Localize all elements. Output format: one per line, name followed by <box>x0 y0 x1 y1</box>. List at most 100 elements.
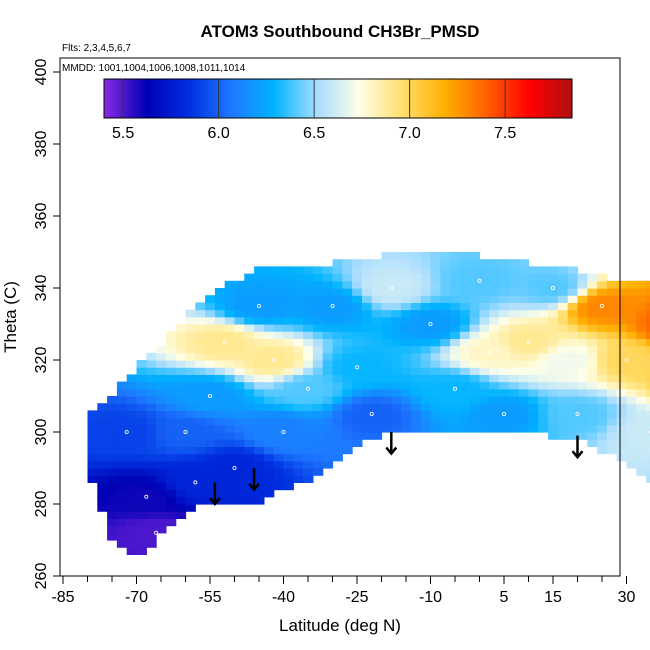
field-cell <box>499 266 510 275</box>
field-cell <box>214 424 226 433</box>
field-cell <box>391 309 402 318</box>
field-cell <box>371 360 383 368</box>
field-cell <box>430 288 441 296</box>
field-cell <box>263 388 275 397</box>
field-cell <box>557 331 569 339</box>
field-cell <box>528 388 539 397</box>
sample-point <box>222 339 227 344</box>
field-cell <box>440 252 451 260</box>
field-cell <box>459 396 471 404</box>
field-cell <box>371 316 383 325</box>
field-cell <box>136 360 147 368</box>
field-cell <box>401 410 412 419</box>
y-tick-label: 400 <box>33 59 50 86</box>
field-cell <box>254 446 265 455</box>
field-cell <box>136 439 147 447</box>
field-cell <box>195 468 206 476</box>
field-cell <box>626 439 637 447</box>
field-cell <box>371 338 383 347</box>
field-cell <box>224 331 236 339</box>
field-cell <box>361 360 373 368</box>
field-cell <box>420 266 432 275</box>
field-cell <box>626 280 637 289</box>
field-cell <box>528 266 539 275</box>
field-cell <box>597 309 608 318</box>
field-cell <box>332 316 343 325</box>
field-cell <box>538 280 549 289</box>
field-cell <box>136 511 147 519</box>
field-cell <box>303 396 314 404</box>
field-cell <box>303 288 314 296</box>
field-cell <box>518 288 530 296</box>
field-cell <box>107 439 118 447</box>
field-cell <box>469 338 481 347</box>
field-cell <box>420 295 432 303</box>
field-cell <box>312 338 324 347</box>
field-cell <box>616 316 628 325</box>
y-tick-label: 260 <box>33 563 50 590</box>
field-cell <box>126 511 138 519</box>
field-cell <box>459 331 471 339</box>
field-cell <box>508 381 520 390</box>
field-cell <box>548 360 559 368</box>
field-cell <box>263 489 275 498</box>
field-cell <box>146 460 157 469</box>
field-cell <box>567 352 579 361</box>
field-cell <box>136 504 147 512</box>
field-cell <box>175 345 187 354</box>
field-cell <box>116 417 128 426</box>
field-cell <box>538 374 549 383</box>
field-cell <box>263 417 275 426</box>
field-cell <box>126 374 138 383</box>
sample-point <box>207 393 212 398</box>
field-cell <box>273 360 285 368</box>
field-cell <box>244 496 255 505</box>
field-cell <box>371 259 383 267</box>
field-cell <box>528 396 539 404</box>
field-cell <box>283 338 294 347</box>
field-cell <box>489 417 500 426</box>
field-cell <box>616 360 628 368</box>
field-cell <box>636 288 647 296</box>
field-cell <box>567 360 579 368</box>
field-cell <box>224 475 236 483</box>
field-cell <box>293 273 304 282</box>
field-cell <box>548 424 559 433</box>
field-cell <box>508 403 520 411</box>
field-cell <box>214 403 226 411</box>
field-cell <box>557 316 569 325</box>
field-cell <box>205 360 216 368</box>
field-cell <box>371 280 383 289</box>
field-cell <box>116 525 128 534</box>
field-cell <box>577 360 588 368</box>
field-cell <box>567 266 579 275</box>
field-cell <box>479 302 490 311</box>
field-cell <box>528 302 539 311</box>
field-cell <box>214 439 226 447</box>
field-cell <box>205 324 216 332</box>
colorbar-tick-label: 7.5 <box>494 125 516 142</box>
field-cell <box>499 403 510 411</box>
field-cell <box>469 252 481 260</box>
field-cell <box>156 518 167 527</box>
field-cell <box>557 360 569 368</box>
field-cell <box>420 302 432 311</box>
field-cell <box>597 331 608 339</box>
field-cell <box>205 460 216 469</box>
field-cell <box>303 324 314 332</box>
field-cell <box>597 446 608 455</box>
field-cell <box>342 360 353 368</box>
field-cell <box>430 410 441 419</box>
field-cell <box>646 280 650 289</box>
field-cell <box>538 316 549 325</box>
field-cell <box>518 403 530 411</box>
field-cell <box>646 381 650 390</box>
field-cell <box>469 280 481 289</box>
field-cell <box>361 345 373 354</box>
field-cell <box>420 403 432 411</box>
field-cell <box>312 417 324 426</box>
field-cell <box>214 302 226 311</box>
field-cell <box>97 460 108 469</box>
field-cell <box>518 273 530 282</box>
field-cell <box>165 453 177 462</box>
